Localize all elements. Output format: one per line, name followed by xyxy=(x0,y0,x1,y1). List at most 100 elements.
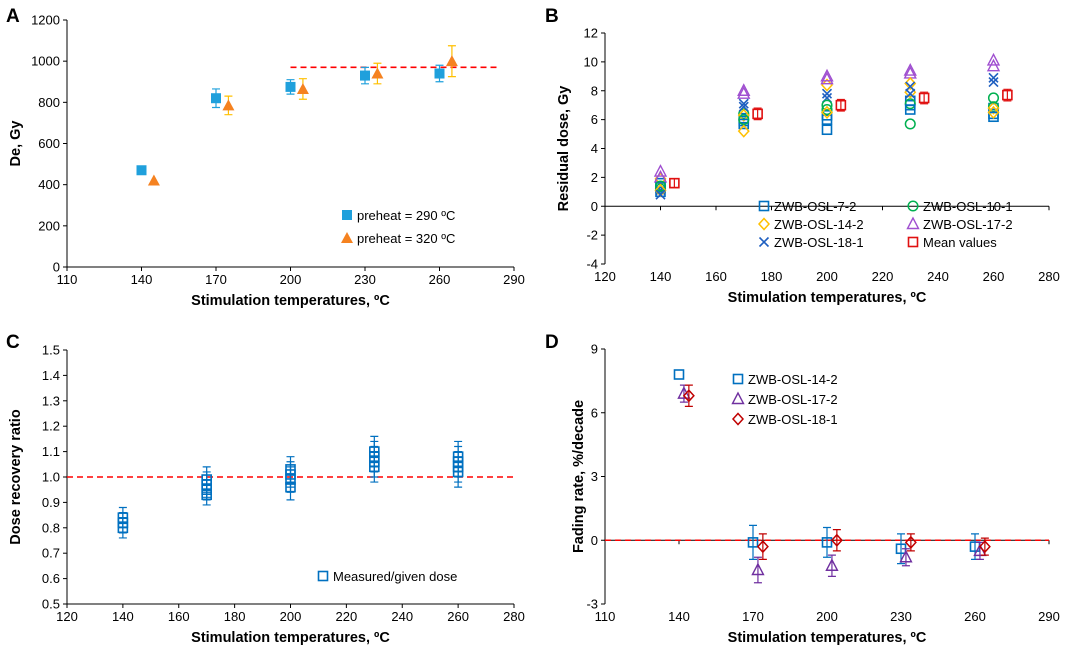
y-tick-label: 9 xyxy=(591,342,598,357)
x-tick-label: 110 xyxy=(595,609,616,624)
x-tick-label: 280 xyxy=(1038,269,1060,284)
data-point xyxy=(360,70,370,81)
panel-a: A 0 200 400 600 800 1000 1200 110 140 170 200 230 260… xyxy=(6,6,525,309)
y-tick-label: 1000 xyxy=(31,54,60,69)
data-point xyxy=(821,103,833,116)
data-point xyxy=(737,86,751,99)
x-tick-label: 120 xyxy=(594,269,616,284)
legend-marker xyxy=(341,232,353,243)
data-point xyxy=(654,183,667,197)
x-tick-label: 240 xyxy=(927,269,949,284)
series-2 xyxy=(147,45,458,186)
data-point xyxy=(136,165,147,176)
y-tick-label: 1.4 xyxy=(42,368,60,383)
data-point xyxy=(371,67,384,79)
x-tick-label: 290 xyxy=(503,272,525,287)
data-point xyxy=(201,474,212,485)
legend-label: ZWB-OSL-17-2 xyxy=(923,217,1013,232)
y-tick-label: 0.9 xyxy=(42,495,60,510)
error-bar xyxy=(832,529,841,552)
y-tick-label: 0.5 xyxy=(42,597,60,612)
x-tick-label: 160 xyxy=(705,269,727,284)
x-tick-label: 140 xyxy=(131,272,153,287)
data-point xyxy=(738,114,750,126)
y-tick-label: 0 xyxy=(53,260,60,275)
data-point xyxy=(756,540,769,554)
error-bar xyxy=(202,466,211,493)
data-point xyxy=(445,55,458,67)
legend-marker xyxy=(757,217,771,231)
y-tick-label: 3 xyxy=(591,469,598,484)
legend-label: ZWB-OSL-7-2 xyxy=(774,199,856,214)
y-tick-label: 1.1 xyxy=(42,444,60,459)
data-point xyxy=(821,537,833,548)
x-tick-label: 260 xyxy=(964,609,986,624)
data-point xyxy=(987,101,1000,115)
legend-marker xyxy=(732,373,744,385)
y-tick-label: 2 xyxy=(591,170,598,185)
y-tick-label: 10 xyxy=(584,54,598,69)
data-point xyxy=(988,77,999,88)
legend: Measured/given dose xyxy=(317,569,457,584)
y-axis-title: De, Gy xyxy=(8,121,24,167)
data-point xyxy=(285,464,296,475)
error-bar xyxy=(753,556,762,584)
data-point xyxy=(821,88,833,99)
data-point xyxy=(737,124,750,138)
data-point xyxy=(369,446,380,457)
data-point xyxy=(653,164,668,177)
y-tick-label: 6 xyxy=(591,405,598,420)
series-2 xyxy=(654,92,1000,192)
x-tick-label: 280 xyxy=(503,609,525,624)
data-point xyxy=(738,101,749,112)
error-bar xyxy=(454,440,463,473)
data-point xyxy=(673,369,685,380)
data-point xyxy=(905,81,916,92)
y-tick-label: 1.3 xyxy=(42,393,60,408)
legend-label: ZWB-OSL-18-1 xyxy=(774,235,864,250)
data-point xyxy=(899,549,913,563)
data-point xyxy=(987,92,1000,104)
x-tick-label: 260 xyxy=(447,609,469,624)
error-bar xyxy=(670,178,679,189)
x-tick-label: 200 xyxy=(280,272,302,287)
x-tick-label: 220 xyxy=(336,609,358,624)
x-tick-label: 290 xyxy=(1038,609,1060,624)
series-6 xyxy=(669,88,1013,189)
data-point xyxy=(904,118,916,130)
extra-point-group xyxy=(654,78,1000,186)
x-tick-label: 200 xyxy=(816,609,838,624)
legend-label: Mean values xyxy=(923,235,997,250)
data-point xyxy=(682,389,695,403)
data-point xyxy=(654,180,667,192)
legend-marker xyxy=(758,200,770,212)
x-tick-label: 240 xyxy=(391,609,413,624)
data-point xyxy=(904,98,916,110)
series-1 xyxy=(117,435,464,539)
panel-d: D -3 0 3 6 9 110 140 170 200 230 260 290 Stimulation … xyxy=(545,332,1060,646)
error-bar xyxy=(749,524,757,560)
x-tick-label: 140 xyxy=(112,609,134,624)
data-point xyxy=(117,512,129,523)
x-tick-label: 170 xyxy=(742,609,764,624)
y-tick-label: 400 xyxy=(38,177,60,192)
x-tick-label: 200 xyxy=(816,269,838,284)
data-point xyxy=(211,93,221,104)
y-tick-label: 200 xyxy=(38,218,60,233)
y-tick-label: 8 xyxy=(591,83,598,98)
legend: ZWB-OSL-14-2 ZWB-OSL-17-2 ZWB-OSL-18-1 xyxy=(731,372,838,427)
legend-label: ZWB-OSL-17-2 xyxy=(748,392,838,407)
x-tick-label: 110 xyxy=(57,272,78,287)
y-axis-title: Residual dose, Gy xyxy=(556,86,572,212)
y-tick-label: 6 xyxy=(591,112,598,127)
x-tick-label: 120 xyxy=(56,609,78,624)
data-point xyxy=(978,540,991,554)
data-point xyxy=(986,52,1001,66)
data-point xyxy=(747,537,759,548)
data-point xyxy=(904,535,917,549)
x-tick-label: 230 xyxy=(890,609,912,624)
legend-marker xyxy=(731,391,745,405)
y-tick-label: 0.8 xyxy=(42,520,60,535)
series-3 xyxy=(654,76,1000,197)
